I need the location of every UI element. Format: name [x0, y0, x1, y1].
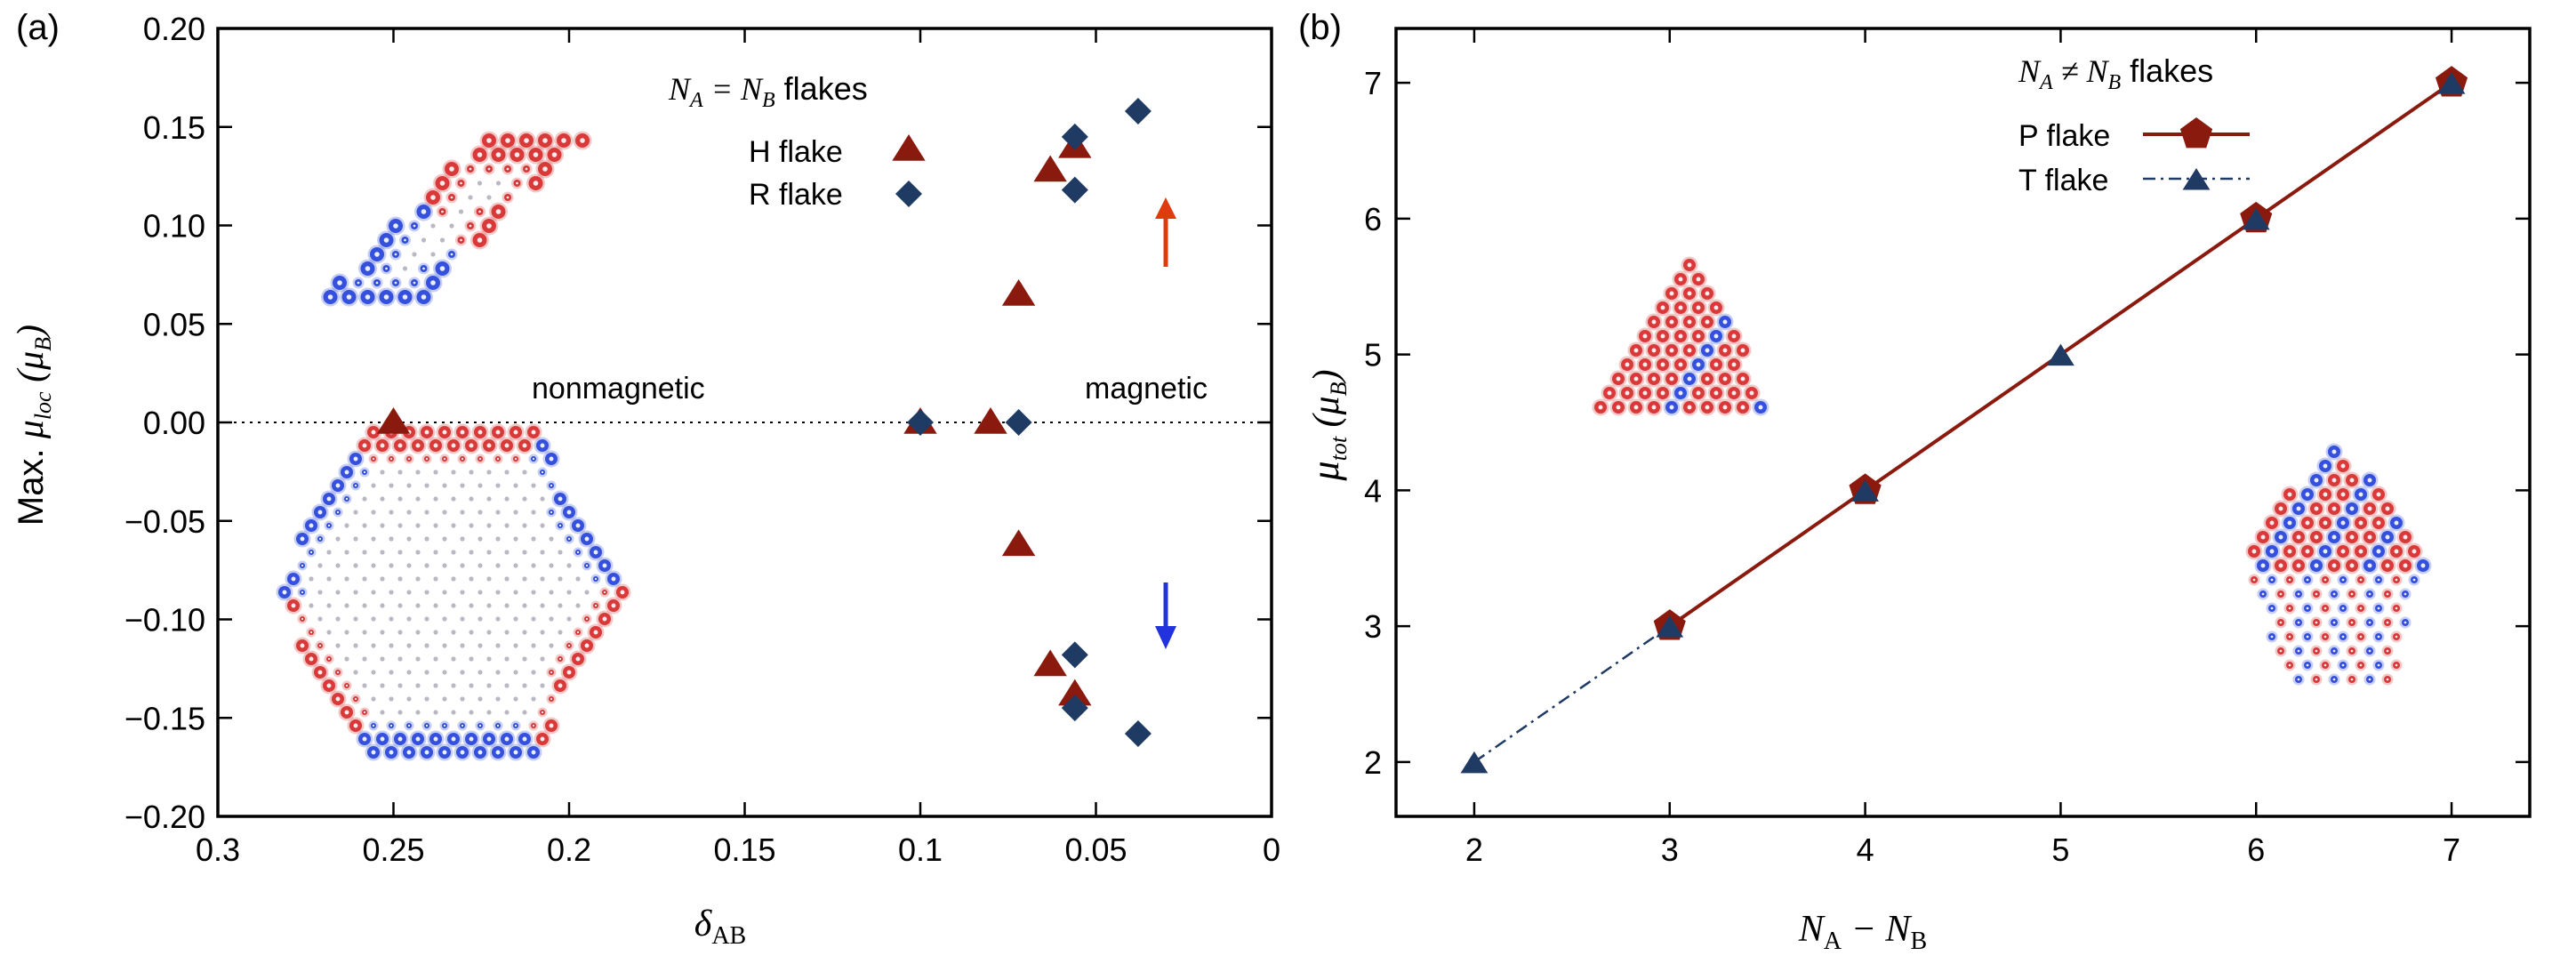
panel-a-x-axis-label: δAB	[694, 904, 746, 950]
legend-p-flake-marker	[2179, 117, 2213, 149]
r-flake-point-5	[1061, 695, 1088, 722]
b-y-tick-label-2: 4	[1364, 472, 1382, 509]
legend-h-flake-label: H flake	[749, 135, 843, 169]
hexagon-flake-inset	[276, 423, 631, 761]
b-x-tick-label-2: 4	[1857, 831, 1874, 868]
nonmagnetic-annotation: nonmagnetic	[532, 372, 705, 406]
r-flake-point-7	[1124, 719, 1152, 747]
r-flake-point-2	[1061, 123, 1088, 150]
rhombus-flake-inset	[321, 131, 592, 307]
legend-t-flake-label: T flake	[2018, 164, 2108, 197]
b-x-tick-label-1: 3	[1661, 831, 1679, 868]
panel-a-legend: NA = NB flakes H flake R flake	[668, 70, 926, 212]
y-tick-label-7: −0.15	[124, 700, 205, 736]
legend-b-title: NA ≠ NB flakes	[2018, 52, 2213, 94]
t-flake-point-4	[2242, 207, 2270, 230]
h-flake-point-5	[1033, 155, 1067, 182]
spin-down-arrow	[1155, 582, 1176, 649]
y-tick-label-2: 0.10	[143, 208, 205, 245]
b-y-tick-label-0: 2	[1364, 744, 1382, 781]
r-flake-point-0	[907, 409, 934, 436]
y-tick-label-0: 0.20	[143, 11, 205, 47]
h-flake-point-2	[974, 407, 1007, 434]
panel-b-data-points	[1460, 66, 2468, 774]
x-tick-label-6: 0	[1263, 831, 1280, 868]
b-x-tick-label-5: 7	[2443, 831, 2460, 868]
y-tick-label-1: 0.15	[143, 109, 205, 146]
x-tick-label-0: 0.3	[196, 831, 240, 868]
r-flake-point-1	[1005, 409, 1032, 436]
x-tick-label-4: 0.1	[898, 831, 943, 868]
h-flake-point-8	[1058, 679, 1092, 706]
legend-a-title: NA = NB flakes	[668, 70, 868, 112]
b-y-tick-label-3: 5	[1364, 337, 1382, 374]
x-tick-label-2: 0.2	[547, 831, 591, 868]
triangle-flake-inset	[1592, 256, 1769, 416]
t-flake-point-5	[2437, 72, 2466, 94]
panel-a-y-axis-label: Max. μloc (μB)	[11, 325, 56, 526]
b-x-tick-label-4: 6	[2247, 831, 2265, 868]
t-flake-point-1	[1656, 615, 1684, 638]
r-flake-point-6	[1124, 98, 1152, 125]
panel-b-label: (b)	[1298, 8, 1342, 47]
legend-h-flake-marker	[892, 134, 926, 161]
y-tick-label-3: 0.05	[143, 306, 205, 342]
legend-r-flake-marker	[895, 181, 922, 207]
panel-b-frame	[1394, 27, 2532, 818]
h-flake-point-3	[1001, 279, 1036, 306]
b-y-tick-label-4: 6	[1364, 201, 1382, 237]
y-tick-label-8: −0.20	[124, 799, 205, 835]
h-flake-point-4	[1001, 529, 1036, 557]
y-tick-label-6: −0.10	[124, 602, 205, 639]
panel-b: (b) 2 3 4 5 6 7 2 3 4 5 6 7 NA ≠ NB flakes P flake …	[1298, 8, 2532, 955]
y-tick-label-5: −0.05	[124, 503, 205, 540]
b-x-tick-label-3: 5	[2051, 831, 2069, 868]
spin-up-arrow	[1155, 197, 1176, 267]
h-flake-point-6	[1033, 649, 1067, 677]
t-flake-point-3	[2047, 343, 2074, 366]
b-y-tick-label-1: 3	[1364, 608, 1382, 645]
h-flake-point-0	[376, 407, 411, 434]
panel-b-y-axis-label: μtot (μB)	[1304, 369, 1352, 481]
panel-a-data-points	[376, 98, 1152, 747]
r-flake-point-3	[1061, 176, 1088, 204]
b-x-tick-label-0: 2	[1465, 831, 1483, 868]
panel-a: (a) 0.3 0.25 0.2 0.15 0.1 0.05 00.200.150.100.…	[11, 8, 1280, 950]
panel-a-label: (a)	[16, 8, 60, 47]
x-tick-label-3: 0.15	[713, 831, 775, 868]
legend-p-flake-label: P flake	[2018, 119, 2110, 153]
b-y-tick-label-5: 7	[1364, 65, 1382, 101]
y-tick-label-4: 0.00	[143, 405, 205, 441]
r-flake-point-4	[1061, 641, 1088, 669]
panel-a-frame	[216, 27, 1273, 818]
legend-t-flake-marker	[2182, 168, 2211, 190]
panel-b-ticks: 2 3 4 5 6 7 2 3 4 5 6 7	[1364, 28, 2530, 868]
x-tick-label-1: 0.25	[362, 831, 424, 868]
panel-b-x-axis-label: NA − NB	[1798, 909, 1927, 955]
p-flake-inset	[2245, 443, 2432, 686]
panel-b-legend: NA ≠ NB flakes P flake T flake	[2018, 52, 2250, 197]
magnetic-annotation: magnetic	[1085, 372, 1208, 406]
x-tick-label-5: 0.05	[1064, 831, 1127, 868]
t-flake-point-2	[1851, 479, 1879, 502]
legend-r-flake-label: R flake	[749, 178, 843, 212]
panel-a-ticks: 0.3 0.25 0.2 0.15 0.1 0.05 0 0.20 0.15 0.10 0.05 0.…	[124, 11, 1280, 868]
t-flake-point-0	[1460, 751, 1489, 774]
